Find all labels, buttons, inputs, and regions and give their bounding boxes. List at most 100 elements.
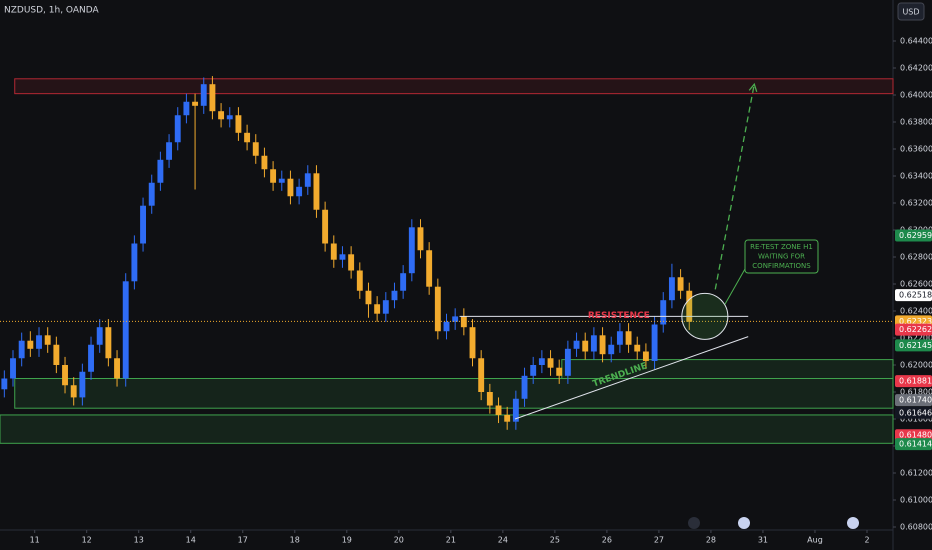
candle-body (287, 178, 294, 197)
candle-body (391, 290, 398, 301)
candle-body (174, 115, 181, 143)
y-tick-label: 0.64000 (900, 91, 932, 100)
y-tick-label: 0.63600 (900, 145, 932, 154)
currency-label[interactable]: USD (902, 8, 919, 17)
arrow-head (748, 82, 758, 93)
candle-body (382, 300, 389, 314)
price-tag-label: 0.62518 (899, 291, 932, 300)
candle-body (36, 335, 42, 349)
candle-body (556, 367, 563, 376)
zone (14, 378, 894, 409)
candle-body (70, 385, 77, 398)
event-icon[interactable] (847, 517, 859, 529)
x-tick-label: 14 (186, 536, 196, 545)
candle-body (668, 277, 675, 301)
y-tick-label: 0.63200 (900, 199, 932, 208)
candle-body (356, 270, 363, 291)
candle-body (148, 182, 155, 206)
candle-body (88, 344, 94, 372)
candle-body (478, 358, 485, 392)
x-tick-label: 11 (30, 536, 40, 545)
candle-body (44, 335, 51, 345)
candle-body (18, 340, 25, 359)
candle-body (530, 365, 537, 376)
y-tick-label: 0.62400 (900, 307, 932, 316)
candle-body (105, 327, 112, 359)
price-tag-label: 0.61646 (899, 408, 932, 417)
y-tick-label: 0.61200 (900, 469, 932, 478)
y-tick-label: 0.62800 (900, 253, 932, 262)
x-tick-label: 2 (864, 536, 869, 545)
candle-body (608, 344, 615, 355)
candle-body (122, 281, 129, 379)
x-tick-label: 31 (758, 536, 768, 545)
candle-body (365, 290, 372, 305)
retest-circle (681, 292, 729, 340)
candle-body (547, 358, 554, 368)
candle-body (460, 316, 467, 328)
zone (0, 414, 894, 444)
candle-body (140, 205, 147, 244)
y-tick-label: 0.61600 (900, 415, 932, 424)
candle-body (226, 115, 233, 120)
candle-body (192, 101, 199, 106)
annotation-box (744, 239, 819, 274)
candle-body (616, 331, 623, 345)
y-tick-label: 0.60800 (900, 523, 932, 532)
candle-body (504, 414, 511, 422)
candle-body (339, 254, 346, 260)
zone (14, 78, 894, 95)
candle-body (434, 286, 441, 332)
resistance-label: RESISTENCE (588, 311, 650, 321)
candle-body (599, 335, 606, 355)
y-tick-label: 0.61000 (900, 496, 932, 505)
x-tick-label: 13 (134, 536, 144, 545)
candle-body (625, 331, 632, 345)
candle-body (512, 398, 519, 422)
candle-body (252, 142, 259, 156)
candle-body (131, 243, 138, 282)
candle-body (114, 358, 120, 379)
candle-body (538, 358, 545, 365)
candle-body (590, 335, 597, 352)
candle-body (642, 351, 649, 361)
price-tag (895, 339, 932, 352)
candle-body (469, 327, 476, 359)
price-tag (895, 438, 932, 451)
event-icon[interactable] (688, 517, 700, 529)
price-tag-label: 0.62323 (899, 317, 932, 326)
price-tag-label: 0.62959 (899, 231, 932, 240)
candle-body (330, 243, 337, 260)
candle-body (79, 371, 86, 398)
candle-body (244, 132, 251, 143)
y-tick-label: 0.64200 (900, 64, 932, 73)
candle-body (374, 304, 381, 314)
candle-body (10, 358, 16, 379)
currency-button[interactable] (897, 2, 925, 21)
x-tick-label: 25 (550, 536, 560, 545)
candle-body (400, 273, 407, 291)
x-tick-label: 12 (82, 536, 92, 545)
candle-body (209, 84, 216, 112)
candle-body (417, 227, 424, 251)
candle-body (348, 254, 355, 271)
annotation-text: WAITING FOR (758, 253, 805, 261)
price-tag-label: 0.61881 (899, 377, 932, 386)
candle-body (634, 344, 641, 352)
candle-body (53, 344, 60, 365)
price-tag-label: 0.61414 (899, 440, 932, 449)
y-tick-label: 0.61800 (900, 388, 932, 397)
event-icon[interactable] (738, 517, 750, 529)
price-tag (895, 289, 932, 302)
symbol-title: NZDUSD, 1h, OANDA (4, 6, 100, 16)
candle-body (564, 348, 571, 376)
candle-body (304, 173, 311, 187)
annotation-text: CONFIRMATIONS (752, 262, 811, 270)
x-tick-label: 17 (238, 536, 248, 545)
x-tick-label: 18 (290, 536, 300, 545)
y-tick-label: 0.63800 (900, 118, 932, 127)
candle-body (96, 327, 103, 345)
x-tick-label: 28 (706, 536, 716, 545)
event-icons (688, 517, 859, 529)
y-tick-label: 0.63400 (900, 172, 932, 181)
